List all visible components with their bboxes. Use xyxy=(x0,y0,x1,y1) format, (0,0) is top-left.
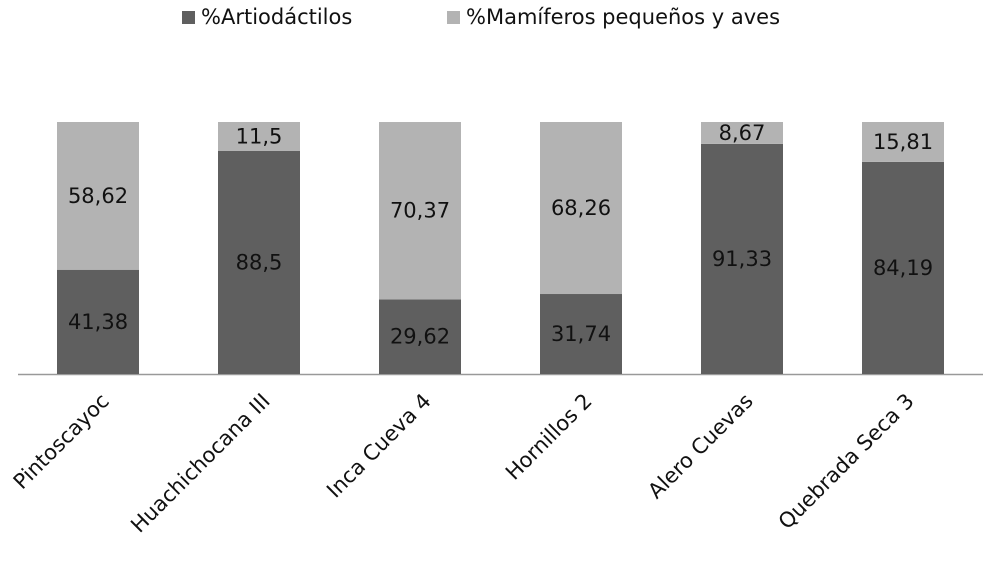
x-tick-label: Pintoscayoc xyxy=(9,389,114,494)
bar-segment xyxy=(218,122,300,151)
bar-segment xyxy=(540,122,622,295)
data-label: 88,5 xyxy=(236,250,283,274)
x-tick-label: Quebrada Seca 3 xyxy=(774,389,919,534)
bar-segment xyxy=(701,143,783,374)
x-tick-label: Hornillos 2 xyxy=(501,389,597,485)
legend-label: %Mamíferos pequeños y aves xyxy=(466,5,780,29)
data-label: 58,62 xyxy=(68,184,128,208)
data-label: 8,67 xyxy=(719,121,766,145)
data-label: 84,19 xyxy=(873,256,933,280)
x-tick-label: Alero Cuevas xyxy=(643,389,758,504)
data-label: 11,5 xyxy=(236,124,283,148)
bar-segment xyxy=(218,150,300,374)
bar-segment xyxy=(379,122,461,300)
x-tick-label: Inca Cueva 4 xyxy=(322,389,436,503)
data-label: 15,81 xyxy=(873,130,933,154)
data-label: 29,62 xyxy=(390,325,450,349)
data-label: 70,37 xyxy=(390,199,450,223)
data-label: 41,38 xyxy=(68,310,128,334)
legend-label: %Artiodáctilos xyxy=(201,5,352,29)
bar-segment xyxy=(862,122,944,162)
data-label: 91,33 xyxy=(712,247,772,271)
bar-segment xyxy=(379,299,461,374)
legend-swatch xyxy=(182,11,195,24)
bar-segment xyxy=(701,122,783,144)
data-label: 68,26 xyxy=(551,196,611,220)
bar-segment xyxy=(57,269,139,374)
bar-segment xyxy=(862,161,944,374)
bar-segment xyxy=(57,122,139,270)
bar-segment xyxy=(540,294,622,374)
data-label: 31,74 xyxy=(551,322,611,346)
x-tick-label: Huachichocana III xyxy=(126,389,275,538)
legend-swatch xyxy=(447,11,460,24)
